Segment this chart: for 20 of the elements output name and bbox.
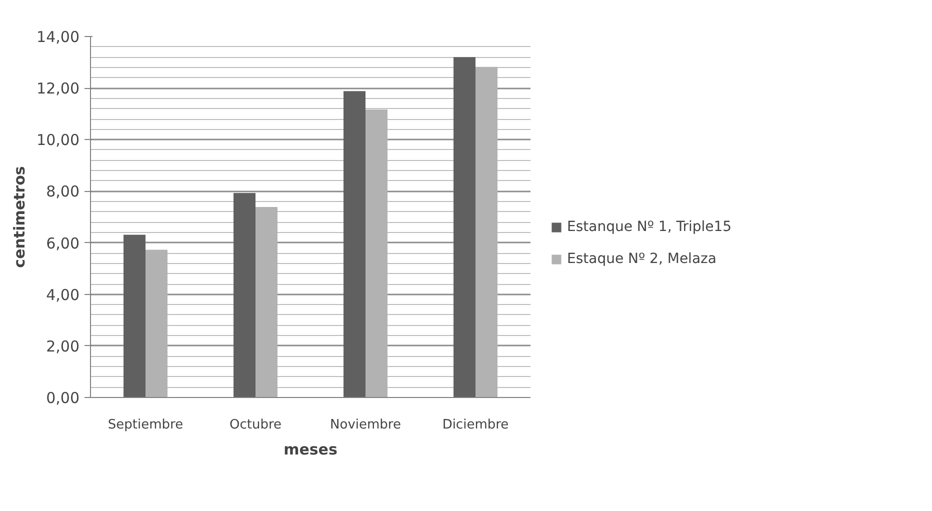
y-tick-label: 8,00 bbox=[46, 182, 80, 201]
y-tick-label: 10,00 bbox=[36, 131, 80, 150]
y-tick-label: 6,00 bbox=[46, 234, 80, 252]
y-tick-label: 2,00 bbox=[46, 337, 80, 356]
bar bbox=[454, 57, 476, 398]
y-axis-title: centimetros bbox=[10, 166, 29, 268]
y-tick-label: 4,00 bbox=[46, 286, 80, 304]
x-tick-label: Octubre bbox=[229, 418, 282, 432]
bar bbox=[234, 193, 256, 398]
bar bbox=[124, 234, 146, 398]
bar bbox=[344, 91, 366, 398]
x-tick-label: Septiembre bbox=[108, 418, 184, 432]
legend-label: Estanque Nº 1, Triple15 bbox=[567, 219, 732, 235]
y-tick-label: 0,00 bbox=[46, 389, 80, 407]
x-tick-label: Noviembre bbox=[330, 418, 401, 432]
y-tick-label: 12,00 bbox=[36, 80, 80, 98]
y-tick-label: 14,00 bbox=[36, 28, 80, 46]
legend-label: Estaque Nº 2, Melaza bbox=[567, 251, 716, 267]
x-tick-label: Diciembre bbox=[442, 418, 509, 432]
x-axis-title: meses bbox=[284, 440, 338, 458]
